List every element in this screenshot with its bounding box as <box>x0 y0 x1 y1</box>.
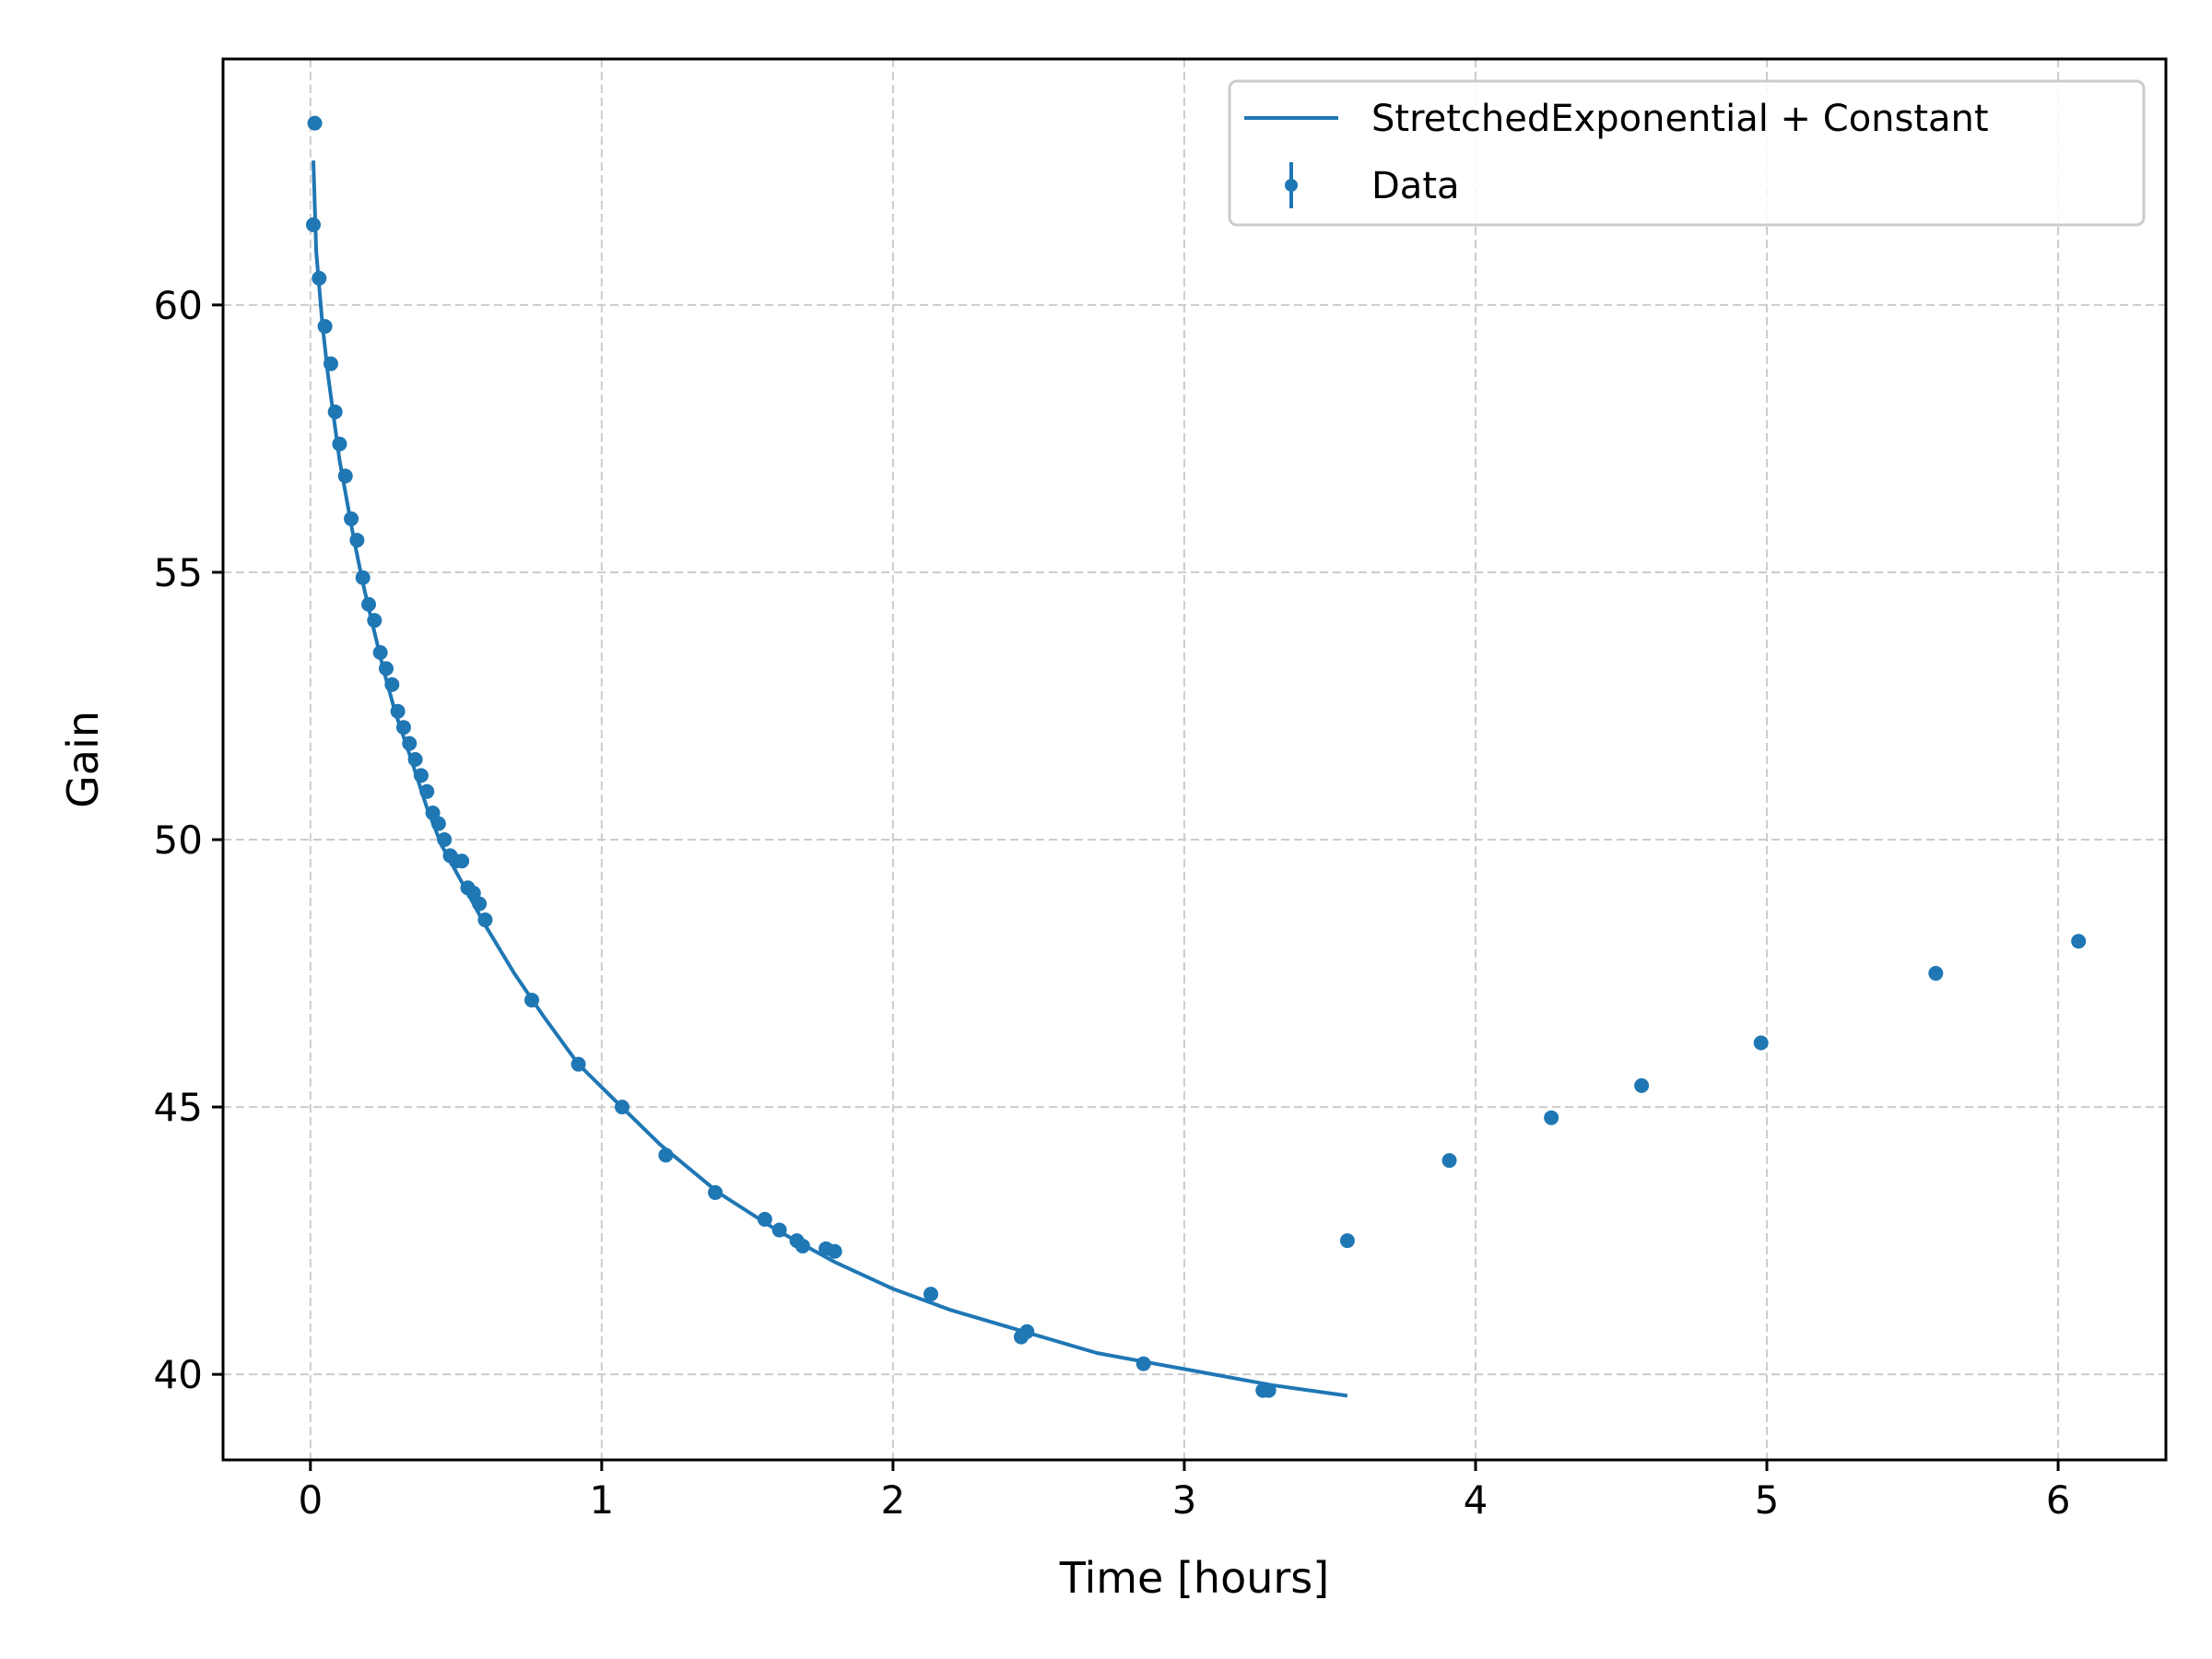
data-point <box>472 896 488 912</box>
plot-frame <box>221 57 2168 1462</box>
legend-box <box>1228 79 2146 227</box>
data-point <box>1441 1153 1457 1169</box>
data-point <box>305 217 321 232</box>
data-point <box>327 404 343 419</box>
y-tick-label: 50 <box>154 818 203 863</box>
data-point <box>307 115 323 131</box>
data-point <box>1339 1233 1355 1249</box>
data-point <box>1928 966 1944 982</box>
data-point <box>708 1184 724 1200</box>
legend: StretchedExponential + Constant Data <box>1228 79 2146 227</box>
data-point <box>2071 934 2087 949</box>
x-tick-label: 0 <box>298 1477 323 1523</box>
x-tick-label: 2 <box>881 1477 906 1523</box>
data-point <box>419 783 435 799</box>
data-point <box>372 644 388 660</box>
y-tick-label: 40 <box>154 1352 203 1397</box>
fit-curve-line <box>312 160 1348 1398</box>
x-tick-label: 6 <box>2046 1477 2071 1523</box>
data-point <box>312 270 327 286</box>
y-axis-label: Gain <box>58 711 108 808</box>
data-point <box>454 853 470 869</box>
x-tick-label: 3 <box>1172 1477 1197 1523</box>
data-point <box>524 993 540 1008</box>
plot-series <box>305 115 2087 1398</box>
data-point <box>395 720 411 735</box>
data-point <box>658 1147 674 1163</box>
data-point <box>323 356 338 371</box>
data-point <box>923 1287 938 1302</box>
data-point <box>367 613 382 629</box>
data-point <box>477 912 493 928</box>
y-tick-label: 45 <box>154 1085 203 1130</box>
data-point <box>757 1211 772 1227</box>
data-point <box>317 319 333 335</box>
x-tick-label: 4 <box>1464 1477 1488 1523</box>
y-tick-label: 55 <box>154 550 203 595</box>
data-point <box>771 1222 787 1238</box>
data-point <box>1135 1356 1151 1371</box>
legend-label-fit: StretchedExponential + Constant <box>1371 98 1989 140</box>
data-point <box>384 677 400 692</box>
data-point <box>355 570 371 585</box>
data-point <box>614 1100 629 1115</box>
data-point <box>378 661 394 677</box>
data-point <box>332 436 347 452</box>
data-point <box>827 1243 842 1259</box>
y-tick-label: 60 <box>154 283 203 328</box>
data-point <box>337 468 353 484</box>
data-point <box>349 533 365 548</box>
x-tick-label: 5 <box>1755 1477 1780 1523</box>
legend-marker-swatch <box>1285 179 1298 192</box>
data-point <box>430 816 446 831</box>
data-point <box>407 752 423 767</box>
data-point <box>1019 1324 1035 1339</box>
data-point <box>1634 1077 1650 1093</box>
data-point <box>344 511 359 526</box>
data-point <box>571 1056 586 1072</box>
data-point <box>361 596 377 612</box>
x-axis-label: Time [hours] <box>1059 1553 1329 1603</box>
data-point <box>437 832 453 848</box>
x-tick-label: 1 <box>589 1477 614 1523</box>
data-point <box>794 1238 810 1253</box>
data-point <box>1261 1382 1277 1398</box>
data-point <box>1544 1110 1559 1125</box>
data-point <box>402 735 418 751</box>
data-point <box>390 703 406 719</box>
data-point <box>413 768 429 783</box>
data-point <box>1753 1035 1769 1051</box>
grid <box>223 59 2166 1460</box>
legend-label-data: Data <box>1371 165 1460 207</box>
